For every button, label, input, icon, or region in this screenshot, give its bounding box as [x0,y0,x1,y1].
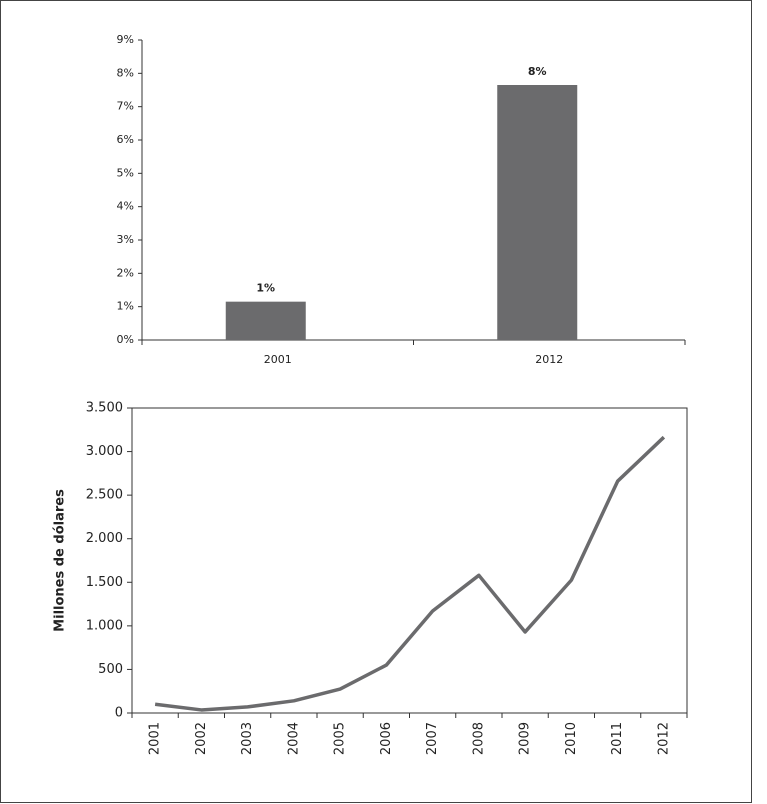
y-tick-label: 2.500 [86,488,123,503]
y-tick-label: 6% [117,133,134,146]
x-tick-label: 2008 [471,722,486,755]
x-tick-label: 2001 [264,353,292,366]
x-tick-label: 2002 [194,722,209,755]
x-tick-label: 2012 [656,722,671,755]
plot-frame [131,407,688,714]
line-series [154,435,666,712]
x-tick-label: 2001 [148,722,163,755]
y-tick-label: 8% [117,66,134,79]
y-tick-label: 0% [117,333,134,346]
y-tick-label: 1.000 [86,618,123,633]
x-tick-label: 2007 [425,722,440,755]
y-tick-label: 1% [117,300,134,313]
frame [0,0,752,803]
y-tick-label: 2% [117,266,134,279]
y-axis-label: Millones de dólares [53,489,68,632]
x-tick-label: 2010 [564,722,579,755]
x-tick-label: 2005 [333,722,348,755]
y-tick-label: 3% [117,233,134,246]
x-tick-label: 2006 [379,722,394,755]
y-tick-label: 4% [117,200,134,213]
x-tick-label: 2009 [518,722,533,755]
bar [497,85,578,340]
bar [225,301,306,340]
value-label: 8% [528,65,547,78]
y-tick-label: 0 [115,706,123,721]
x-tick-label: 2012 [535,353,563,366]
x-tick-label: 2011 [610,722,625,755]
value-label: 1% [256,282,275,295]
x-tick-label: 2004 [286,722,301,755]
y-tick-label: 500 [98,662,123,677]
y-tick-label: 1.500 [86,575,123,590]
y-tick-label: 9% [117,33,134,46]
y-tick-label: 5% [117,166,134,179]
y-tick-label: 3.500 [86,401,123,416]
y-tick-label: 7% [117,100,134,113]
x-tick-label: 2003 [240,722,255,755]
y-tick-label: 3.000 [86,444,123,459]
y-tick-label: 2.000 [86,531,123,546]
